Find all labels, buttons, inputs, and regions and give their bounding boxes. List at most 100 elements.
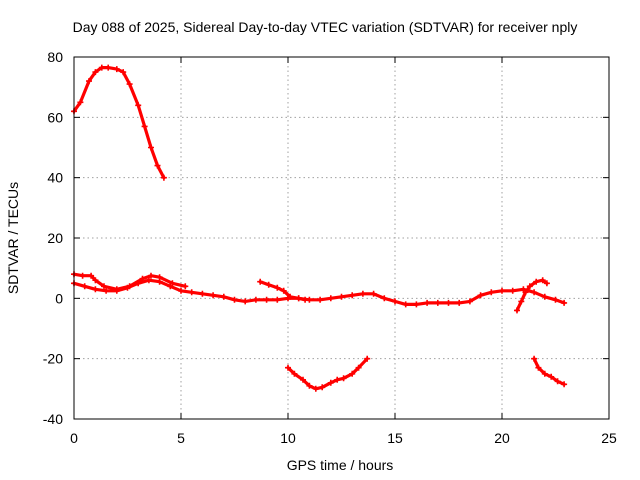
- data-point: [210, 292, 217, 299]
- data-point: [334, 376, 341, 383]
- y-tick-label: -40: [43, 411, 63, 427]
- data-point: [135, 102, 142, 109]
- data-point: [86, 78, 92, 85]
- data-point: [154, 162, 161, 169]
- data-point: [541, 293, 548, 300]
- data-point: [370, 290, 377, 297]
- data-point: [499, 287, 505, 294]
- y-tick-label: 80: [47, 49, 63, 65]
- data-point: [509, 287, 516, 294]
- data-point: [274, 296, 281, 303]
- series-band-main: [71, 277, 568, 308]
- data-point: [554, 378, 561, 385]
- series-arc-short: [514, 277, 550, 314]
- y-tick-label: 60: [47, 109, 63, 125]
- data-point: [79, 272, 86, 279]
- data-point: [148, 272, 154, 279]
- data-point: [531, 289, 538, 296]
- data-point: [156, 278, 163, 285]
- data-point: [522, 289, 529, 296]
- y-axis-label: SDTVAR / TECUs: [5, 182, 21, 294]
- data-point: [413, 301, 420, 308]
- data-point: [359, 290, 366, 297]
- x-tick-label: 0: [70, 430, 78, 446]
- data-point: [392, 298, 398, 305]
- chart-title: Day 088 of 2025, Sidereal Day-to-day VTE…: [73, 19, 578, 35]
- data-point: [561, 381, 568, 388]
- data-point: [178, 287, 184, 294]
- data-point: [199, 290, 206, 297]
- data-point: [424, 299, 431, 306]
- data-point: [113, 66, 120, 73]
- x-tick-label: 25: [601, 430, 617, 446]
- data-point: [257, 278, 264, 285]
- series-line: [532, 357, 566, 386]
- data-point: [561, 299, 568, 306]
- data-point: [92, 286, 99, 293]
- y-tick-label: -20: [43, 351, 63, 367]
- data-point: [182, 283, 189, 290]
- data-point: [327, 379, 334, 386]
- y-tick-label: 40: [47, 170, 63, 186]
- data-point: [456, 299, 463, 306]
- data-point: [327, 295, 334, 302]
- data-point: [291, 370, 298, 377]
- data-point: [81, 283, 88, 290]
- data-point: [514, 307, 520, 314]
- data-point: [466, 298, 473, 305]
- data-point: [135, 280, 142, 287]
- data-point: [402, 301, 409, 308]
- data-point: [488, 289, 495, 296]
- data-point: [252, 296, 259, 303]
- x-tick-label: 15: [387, 430, 403, 446]
- y-tick-label: 0: [55, 290, 63, 306]
- data-point: [126, 81, 133, 88]
- data-point: [445, 299, 452, 306]
- data-point: [285, 364, 291, 371]
- data-point: [349, 370, 356, 377]
- data-point: [88, 272, 95, 279]
- data-point: [302, 296, 309, 303]
- series-arc-tail: [531, 355, 568, 388]
- data-point: [113, 287, 120, 294]
- data-point: [548, 373, 555, 380]
- x-tick-label: 5: [177, 430, 185, 446]
- data-point: [274, 284, 281, 291]
- data-point: [263, 296, 270, 303]
- data-point: [355, 364, 362, 371]
- series-arc-low: [285, 355, 371, 392]
- data-point: [340, 375, 347, 382]
- data-point: [101, 283, 107, 290]
- data-point: [526, 283, 533, 290]
- data-point: [349, 292, 356, 299]
- data-point: [381, 295, 388, 302]
- data-point: [145, 277, 152, 284]
- series-group: [71, 64, 568, 392]
- data-point: [77, 99, 84, 106]
- grid: [74, 57, 609, 419]
- data-point: [231, 296, 238, 303]
- data-point: [120, 69, 127, 76]
- data-point: [242, 298, 249, 305]
- data-point: [265, 281, 272, 288]
- data-point: [338, 293, 345, 300]
- data-point: [477, 292, 484, 299]
- data-point: [319, 384, 326, 391]
- data-point: [220, 293, 227, 300]
- data-point: [552, 296, 559, 303]
- data-point: [148, 144, 154, 151]
- x-tick-label: 20: [494, 430, 510, 446]
- data-point: [364, 355, 371, 362]
- data-point: [92, 69, 99, 76]
- data-point: [103, 287, 110, 294]
- x-axis-label: GPS time / hours: [287, 457, 394, 473]
- data-point: [280, 287, 287, 294]
- data-point: [434, 299, 441, 306]
- data-point: [124, 284, 131, 291]
- data-point: [92, 277, 99, 284]
- data-point: [518, 298, 525, 305]
- data-point: [531, 355, 538, 362]
- data-point: [312, 385, 319, 392]
- data-point: [306, 382, 313, 389]
- y-tick-label: 20: [47, 230, 63, 246]
